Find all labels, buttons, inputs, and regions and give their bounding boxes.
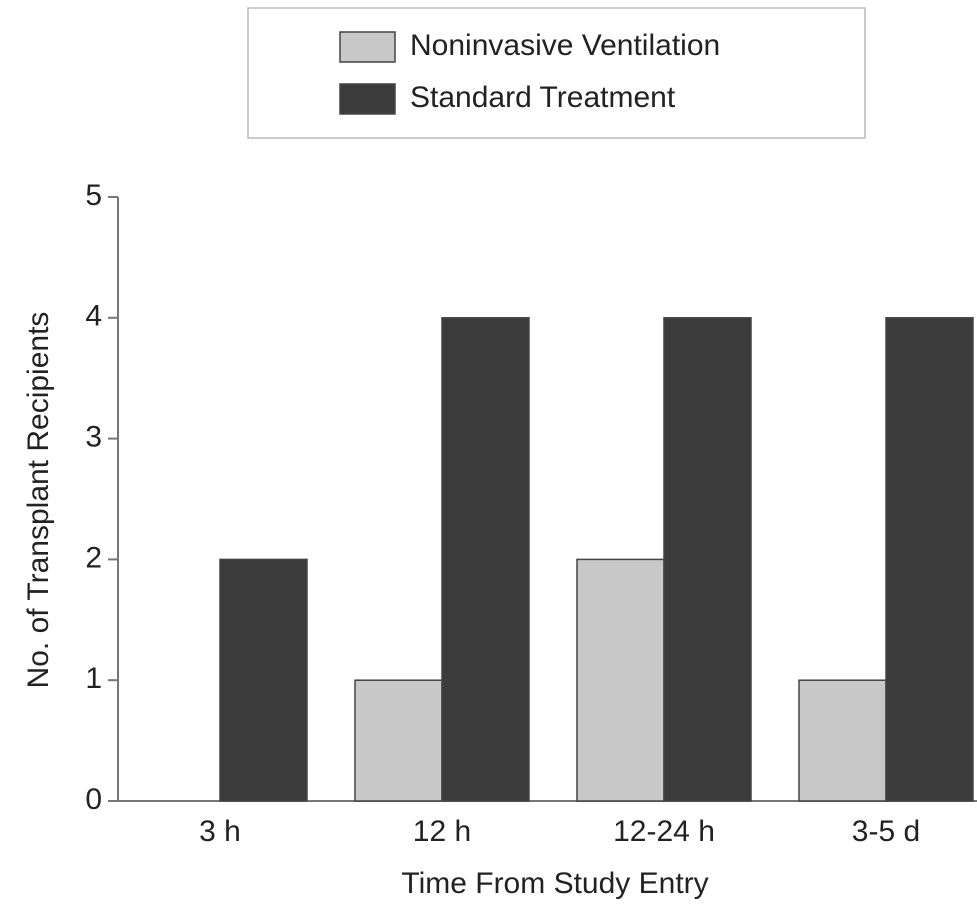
y-tick-label: 2 (85, 541, 102, 574)
bar (576, 558, 665, 802)
legend-label: Standard Treatment (410, 81, 676, 114)
y-tick-label: 5 (85, 179, 102, 212)
x-axis-title: Time From Study Entry (401, 867, 708, 900)
bar (354, 679, 443, 802)
legend-swatch (339, 31, 396, 63)
bar (219, 558, 308, 802)
x-tick-label: 3 h (199, 815, 241, 848)
x-tick-label: 12 h (413, 815, 471, 848)
y-tick-label: 0 (85, 783, 102, 816)
bar (885, 317, 974, 802)
y-tick-label: 3 (85, 421, 102, 454)
x-tick-label: 12-24 h (613, 815, 715, 848)
bar (798, 679, 887, 802)
bar (663, 317, 752, 802)
y-tick-label: 4 (85, 300, 102, 333)
legend-box (247, 7, 866, 139)
legend-swatch (339, 83, 396, 115)
y-axis-title: No. of Transplant Recipients (22, 312, 55, 689)
legend-label: Noninvasive Ventilation (410, 29, 720, 62)
y-tick-label: 1 (85, 662, 102, 695)
x-tick-label: 3-5 d (852, 815, 920, 848)
bar (441, 317, 530, 802)
